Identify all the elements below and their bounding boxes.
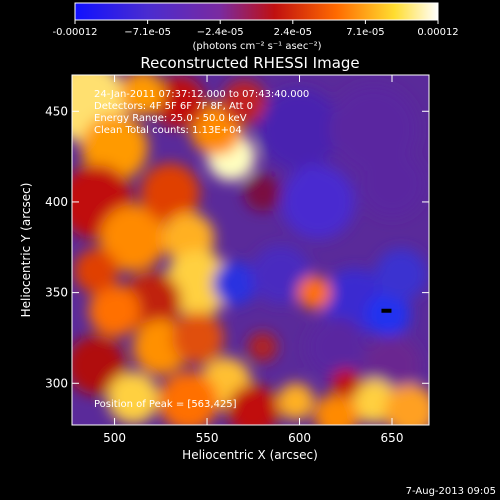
y-tick-label: 400	[45, 195, 68, 209]
chart-title: Reconstructed RHESSI Image	[140, 54, 359, 72]
intensity-blob	[81, 114, 148, 181]
intensity-blob	[73, 248, 119, 294]
intensity-blob	[212, 261, 257, 306]
y-axis-label: Heliocentric Y (arcsec)	[19, 183, 33, 318]
colorbar-ticks: -0.00012 −7.1e-05 −2.4e-05 2.4e-05 7.1e-05 0.…	[53, 20, 459, 38]
intensity-blob	[314, 393, 359, 425]
colorbar-tick-label: 2.4e-05	[274, 27, 312, 38]
intensity-blob	[375, 248, 428, 301]
intensity-blob	[277, 382, 315, 420]
intensity-blob	[140, 163, 200, 223]
x-tick-label: 600	[288, 431, 311, 445]
annotation-block: 24-Jan-2011 07:37:12.000 to 07:43:40.000…	[94, 89, 309, 136]
y-tick-label: 350	[45, 286, 68, 300]
annotation-line: 24-Jan-2011 07:37:12.000 to 07:43:40.000	[94, 89, 309, 100]
intensity-blob	[171, 312, 224, 364]
intensity-blob	[358, 150, 426, 218]
intensity-blob	[251, 244, 311, 305]
y-tick-label: 300	[45, 376, 68, 390]
intensity-blob	[221, 80, 267, 125]
intensity-blob	[366, 292, 411, 337]
axis-ticks: 500 550 600 650 300 350 400 450	[45, 75, 429, 445]
intensity-blob	[107, 371, 159, 424]
colorbar-unit-label: (photons cm⁻² s⁻¹ asec⁻²)	[192, 41, 321, 52]
x-tick-label: 500	[103, 431, 126, 445]
intensity-blob	[281, 164, 356, 239]
colorbar-tick-label: −2.4e-05	[197, 27, 244, 38]
x-tick-label: 650	[381, 431, 404, 445]
intensity-blob	[88, 284, 141, 337]
intensity-blob	[351, 379, 396, 424]
annotation-line: Detectors: 4F 5F 6F 7F 8F, Att 0	[94, 101, 253, 112]
plot-frame	[71, 74, 430, 426]
intensity-blob	[297, 275, 331, 310]
peak-label: Position of Peak = [563,425]	[94, 399, 237, 410]
intensity-blob	[227, 384, 280, 425]
intensity-blob	[244, 174, 282, 212]
annotation-line: Clean Total counts: 1.13E+04	[94, 125, 242, 136]
intensity-blob	[306, 317, 367, 377]
minimum-mark	[381, 308, 392, 313]
y-tick-label: 450	[45, 104, 68, 118]
intensity-blob	[384, 384, 429, 425]
colorbar-tick-label: 7.1e-05	[346, 27, 384, 38]
intensity-blob	[153, 76, 206, 129]
colorbar-tick-label: −7.1e-05	[124, 27, 171, 38]
intensity-blob	[99, 204, 167, 272]
intensity-blob	[247, 332, 278, 362]
colorbar-tick-label: 0.00012	[417, 27, 458, 38]
intensity-blob	[158, 371, 219, 425]
intensity-blob	[258, 88, 341, 171]
intensity-blob	[164, 250, 232, 317]
x-axis-label: Heliocentric X (arcsec)	[182, 448, 318, 462]
colorbar-gradient	[74, 2, 439, 21]
colorbar-tick-label: -0.00012	[53, 27, 98, 38]
intensity-blob	[72, 335, 126, 395]
intensity-blob	[120, 75, 165, 116]
heatmap	[72, 75, 429, 425]
x-tick-label: 550	[196, 431, 219, 445]
annotation-line: Energy Range: 25.0 - 50.0 keV	[94, 113, 247, 124]
intensity-blob	[330, 368, 361, 399]
footer-date: 7-Aug-2013 09:05	[406, 486, 496, 497]
